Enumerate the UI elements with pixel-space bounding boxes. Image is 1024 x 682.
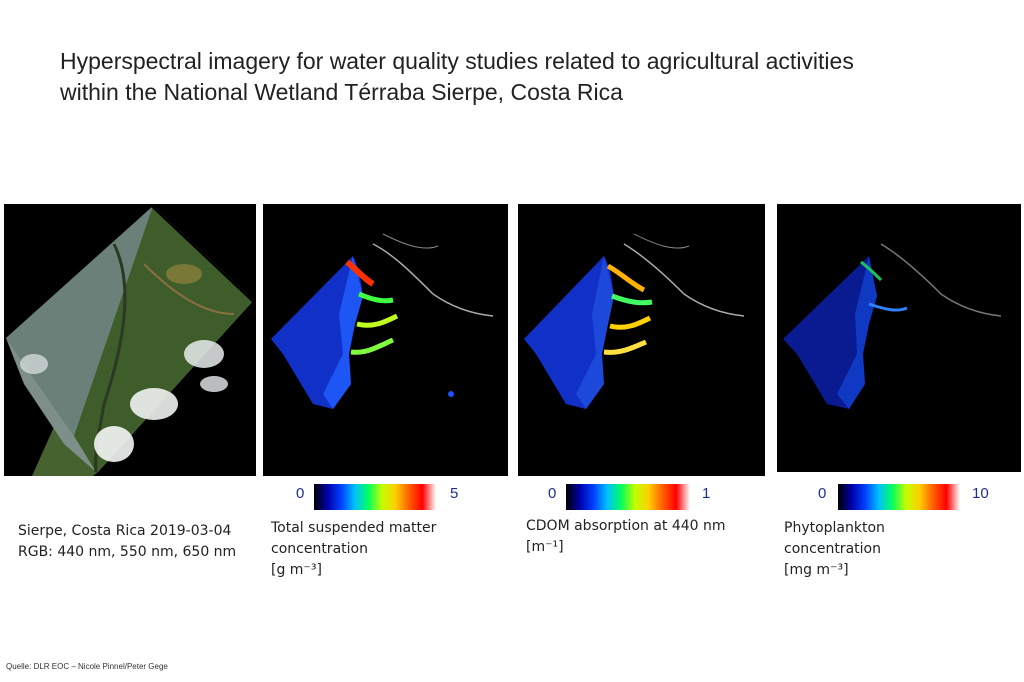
tsm-caption-line-2: concentration	[271, 541, 368, 557]
cdom-caption-line-1: CDOM absorption at 440 nm	[526, 518, 726, 534]
cdom-caption: CDOM absorption at 440 nm [m⁻¹]	[526, 516, 726, 558]
tsm-map-graphic	[271, 233, 494, 409]
tsm-colorbar-min: 0	[296, 485, 305, 502]
tsm-caption-line-1: Total suspended matter	[271, 520, 437, 536]
phytoplankton-caption: Phytoplankton concentration [mg m⁻³]	[784, 518, 885, 581]
phytoplankton-caption-line-3: [mg m⁻³]	[784, 562, 849, 578]
tsm-caption: Total suspended matter concentration [g …	[271, 518, 436, 581]
phytoplankton-map-graphic	[783, 243, 1002, 409]
rgb-image	[4, 204, 256, 476]
source-credit: Quelle: DLR EOC – Nicole Pinnel/Peter Ge…	[6, 662, 168, 671]
tsm-colorbar-max: 5	[450, 485, 459, 502]
tsm-map	[263, 204, 508, 476]
slide-title: Hyperspectral imagery for water quality …	[60, 46, 980, 108]
phytoplankton-colorbar-min: 0	[818, 485, 827, 502]
phytoplankton-map	[777, 204, 1021, 472]
cdom-map	[518, 204, 765, 476]
cdom-colorbar-gradient	[566, 484, 690, 510]
phytoplankton-colorbar-gradient	[838, 484, 960, 510]
tsm-caption-line-3: [g m⁻³]	[271, 562, 322, 578]
phytoplankton-caption-line-1: Phytoplankton	[784, 520, 885, 536]
tsm-colorbar: 0 5	[296, 484, 466, 510]
tsm-colorbar-gradient	[314, 484, 436, 510]
title-line-1: Hyperspectral imagery for water quality …	[60, 48, 854, 74]
cdom-map-graphic	[524, 233, 745, 409]
phytoplankton-caption-line-2: concentration	[784, 541, 881, 557]
rgb-image-graphic	[6, 206, 254, 476]
cdom-caption-line-2: [m⁻¹]	[526, 539, 564, 555]
rgb-caption-line-2: RGB: 440 nm, 550 nm, 650 nm	[18, 544, 237, 560]
phytoplankton-colorbar-max: 10	[972, 485, 989, 502]
cdom-colorbar-min: 0	[548, 485, 557, 502]
cdom-colorbar-max: 1	[702, 485, 711, 502]
cdom-colorbar: 0 1	[548, 484, 718, 510]
rgb-caption: Sierpe, Costa Rica 2019-03-04 RGB: 440 n…	[18, 521, 236, 563]
title-line-2: within the National Wetland Térraba Sier…	[60, 79, 623, 105]
phytoplankton-colorbar: 0 10	[818, 484, 998, 510]
rgb-caption-line-1: Sierpe, Costa Rica 2019-03-04	[18, 523, 232, 539]
